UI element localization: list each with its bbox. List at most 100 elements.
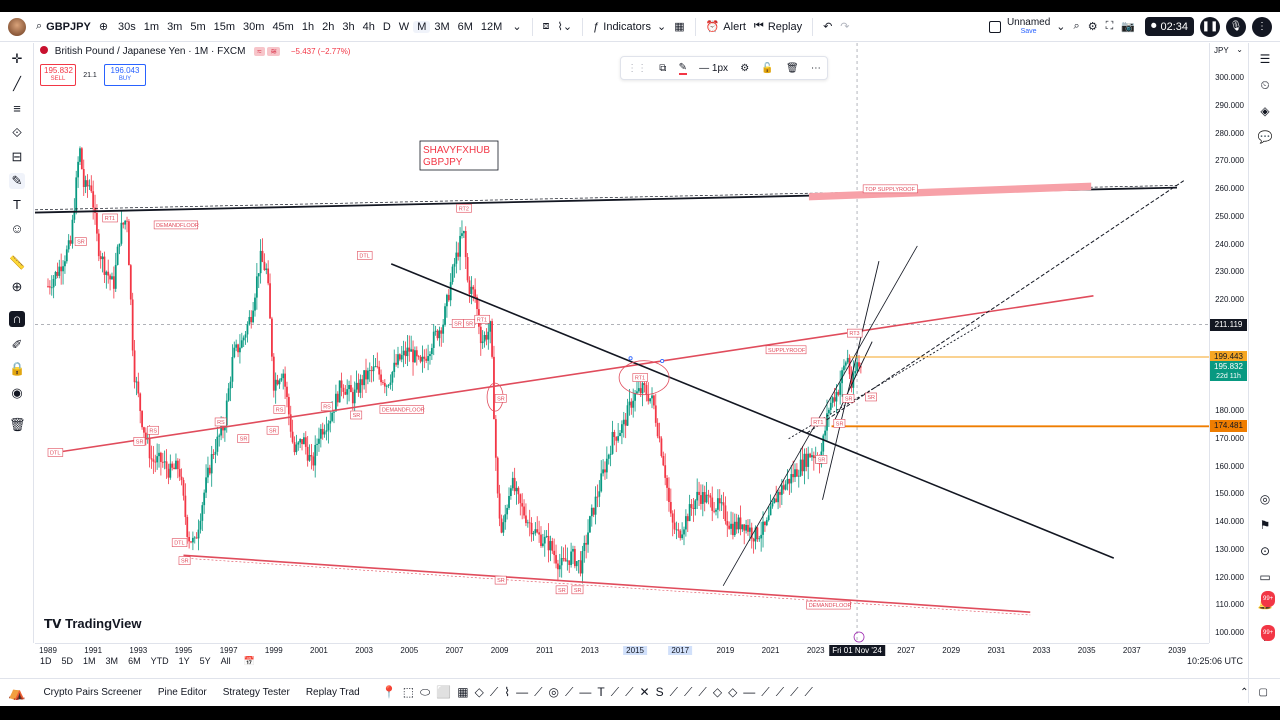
interval-3m[interactable]: 3M (434, 20, 450, 33)
template-icon[interactable]: ⧉ (659, 62, 667, 74)
interval-1m[interactable]: 1m (143, 20, 160, 33)
legend-settings-icon[interactable]: ≈ (254, 47, 265, 56)
settings-icon[interactable]: ⚙ (740, 62, 750, 74)
trash-icon[interactable]: 🗑 (785, 62, 799, 74)
interval-2h[interactable]: 2h (322, 20, 335, 33)
quick-tool-icon[interactable]: ⟋ (775, 685, 785, 699)
anchor-point[interactable] (628, 356, 633, 361)
avatar[interactable] (8, 17, 26, 36)
interval-12m[interactable]: 12M (480, 20, 503, 33)
symbol-search[interactable]: ⌕ GBPJPY (32, 12, 95, 42)
quick-tool-icon[interactable]: ◇ (474, 685, 484, 699)
quick-tool-icon[interactable]: ⟋ (669, 685, 679, 699)
interval-w[interactable]: W (398, 20, 410, 33)
replay-button[interactable]: ⏮ Replay (750, 12, 806, 42)
quick-tool-icon[interactable]: ⟋ (534, 685, 543, 699)
quick-tool-icon[interactable]: ⟋ (564, 685, 574, 699)
templates-button[interactable]: ▦ (670, 12, 688, 42)
forecast-icon[interactable]: ⊟ (11, 149, 23, 164)
panel-tab-3[interactable]: Replay Trad (305, 687, 360, 698)
interval-1h[interactable]: 1h (301, 20, 315, 33)
pattern-icon[interactable]: ⟐ (11, 125, 23, 140)
candle-type-button[interactable]: ⧈ (539, 12, 554, 42)
quick-search-button[interactable]: ⌕ (1070, 12, 1084, 42)
pause-button[interactable]: ❚❚ (1200, 16, 1220, 37)
panel-tab-0[interactable]: Crypto Pairs Screener (43, 687, 142, 698)
quick-tool-icon[interactable]: — (743, 685, 756, 699)
interval-6m[interactable]: 6M (457, 20, 473, 33)
fib-icon[interactable]: ≡ (13, 101, 21, 116)
zoom-icon[interactable]: ⊕ (11, 279, 23, 294)
mic-button[interactable]: 🎙 (1226, 16, 1246, 37)
quick-tool-icon[interactable]: ◇ (712, 685, 723, 699)
streams-icon[interactable]: ⊙ (1259, 544, 1271, 558)
range-5y[interactable]: 5Y (199, 656, 211, 666)
quick-tool-icon[interactable]: ⟋ (684, 685, 693, 699)
price-axis[interactable]: JPY ⌄ 300.000 290.000 280.000 270.000 260.00… (1209, 43, 1247, 643)
lock-icon[interactable]: 🔒 (9, 361, 26, 376)
legend-more-icon[interactable]: ≋ (267, 47, 281, 56)
quick-tool-icon[interactable]: ⟋ (761, 685, 770, 699)
interval-45m[interactable]: 45m (272, 20, 294, 33)
quick-tool-icon[interactable]: ⬚ (402, 685, 415, 699)
range-ytd[interactable]: YTD (150, 656, 169, 666)
drag-handle-icon[interactable]: ⋮⋮ (627, 62, 648, 74)
quick-tool-icon[interactable]: ⟋ (610, 685, 620, 699)
magnet-icon[interactable]: ∩ (9, 311, 25, 327)
line-width-button[interactable]: — 1px (699, 62, 729, 74)
quick-tool-icon[interactable]: ◎ (548, 685, 559, 699)
alert-button[interactable]: ⏰ Alert (702, 12, 750, 42)
utc-time[interactable]: 10:25:06 UTC (1186, 656, 1243, 666)
range-all[interactable]: All (220, 656, 231, 666)
goto-date-icon[interactable]: 📅 (243, 655, 255, 666)
emoji-icon[interactable]: ☺ (10, 221, 24, 236)
interval-30m[interactable]: 30m (243, 20, 265, 33)
eye-icon[interactable]: ◉ (11, 385, 23, 400)
range-3m[interactable]: 3M (105, 656, 119, 666)
quick-tool-icon[interactable]: ▦ (457, 685, 469, 699)
redo-button[interactable]: ↷ (836, 12, 853, 42)
currency-label[interactable]: JPY (1214, 46, 1229, 55)
time-axis[interactable]: 1989 1991 1993 1995 1997 1999 2001 2003 2005 2007… (35, 643, 1209, 657)
quick-tool-icon[interactable]: ⟋ (790, 685, 799, 699)
quick-tool-icon[interactable]: ⬜ (436, 685, 452, 699)
calendar-icon[interactable]: ▭ (1259, 570, 1271, 584)
quick-tool-icon[interactable]: — (579, 685, 592, 699)
quick-tool-icon[interactable]: T (597, 685, 605, 699)
lock-icon[interactable]: 🔓 (761, 62, 774, 74)
range-5d[interactable]: 5D (61, 656, 74, 666)
alerts-clock-icon[interactable]: ⏲ (1260, 78, 1270, 92)
interval-m[interactable]: M (413, 20, 431, 33)
ideas-icon[interactable]: ⚑ (1259, 518, 1271, 532)
menu-button[interactable]: ⋮ (1252, 16, 1272, 37)
help-icon[interactable]: ? 99+ (1257, 625, 1276, 645)
quick-tool-icon[interactable]: S (655, 685, 664, 699)
maximize-icon[interactable]: ▢ (1258, 687, 1268, 698)
chart-pane[interactable]: RT1 SR DEMANDFLOOR RT2 DTL SR SR RT1 SR RS SR RS SR R… (35, 43, 1209, 643)
quick-tool-icon[interactable]: 📍 (381, 685, 397, 699)
quick-tool-icon[interactable]: — (516, 685, 529, 699)
panel-tab-1[interactable]: Pine Editor (157, 687, 207, 698)
brush-icon[interactable]: ✎ (9, 173, 25, 189)
ruler-icon[interactable]: 📏 (9, 255, 26, 270)
range-6m[interactable]: 6M (128, 656, 141, 666)
layers-icon[interactable]: ◈ (1260, 104, 1270, 118)
chat-icon[interactable]: 💬 (1257, 130, 1273, 144)
target-icon[interactable]: ◎ (1259, 492, 1271, 506)
interval-dropdown[interactable]: ⌄ (508, 12, 525, 42)
crosshair-icon[interactable]: ✛ (11, 51, 23, 66)
trendline-icon[interactable]: ╱ (13, 76, 21, 91)
notifications-icon[interactable]: 🔔 99+ (1257, 591, 1276, 611)
quick-tool-icon[interactable]: ◇ (728, 685, 738, 699)
quick-tool-icon[interactable]: ⟋ (698, 685, 707, 699)
color-pencil-icon[interactable]: ✎ (678, 61, 687, 75)
buy-button[interactable]: 196.043 BUY (104, 64, 146, 86)
tv-logo-icon[interactable]: ⛺ (8, 684, 26, 700)
interval-5m[interactable]: 5m (190, 20, 206, 33)
layout-menu[interactable]: Unnamed Save ⌄ (985, 12, 1070, 42)
text-icon[interactable]: T (13, 197, 21, 212)
stay-drawing-icon[interactable]: ✐ (11, 337, 23, 352)
quick-tool-icon[interactable]: ⟋ (625, 685, 634, 699)
lightning-icon[interactable] (853, 631, 865, 643)
